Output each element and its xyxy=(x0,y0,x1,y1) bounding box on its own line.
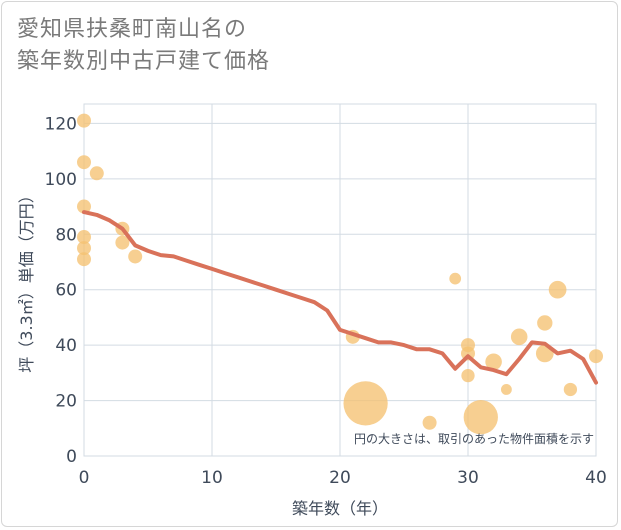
bubble-point xyxy=(77,199,91,214)
x-axis-title: 築年数（年） xyxy=(292,499,388,518)
y-tick-label: 60 xyxy=(55,281,77,301)
y-tick-label: 0 xyxy=(66,447,77,467)
bubble-point xyxy=(77,155,91,170)
x-tick-label: 0 xyxy=(79,468,90,488)
y-axis-title: 坪（3.3㎡）単価（万円） xyxy=(17,187,36,372)
x-tick-label: 40 xyxy=(585,468,607,488)
grid-lines xyxy=(83,103,597,457)
bubble-point xyxy=(77,241,91,256)
bubble-point xyxy=(461,368,475,383)
chart-title-line-2: 築年数別中古戸建て価格 xyxy=(17,49,271,74)
size-note: 円の大きさは、取引のあった物件面積を示す xyxy=(354,431,594,446)
trend-series xyxy=(82,210,598,385)
bubble-point xyxy=(563,382,578,397)
bubble-point xyxy=(343,381,388,426)
bubble-point xyxy=(589,349,603,364)
bubble-point xyxy=(548,280,567,299)
y-tick-label: 20 xyxy=(55,392,77,412)
bubble-point xyxy=(537,315,553,331)
bubble-point xyxy=(77,252,91,267)
bubble-point xyxy=(89,166,104,181)
x-tick-label: 10 xyxy=(201,468,223,488)
bubble-point xyxy=(500,384,512,395)
chart-title-line-1: 愛知県扶桑町南山名の xyxy=(17,17,248,42)
y-tick-label: 100 xyxy=(45,170,77,190)
bubble-series xyxy=(77,113,603,435)
bubble-point xyxy=(422,415,437,430)
bubble-point xyxy=(115,235,130,250)
trend-line xyxy=(82,210,598,385)
chart-title: 愛知県扶桑町南山名の 築年数別中古戸建て価格 xyxy=(17,14,270,78)
bubble-point xyxy=(77,113,91,128)
y-tick-label: 120 xyxy=(45,114,77,134)
bubble-point xyxy=(77,230,91,245)
bubble-point xyxy=(463,400,498,435)
x-tick-label: 20 xyxy=(329,468,351,488)
bubble-point xyxy=(128,249,143,264)
y-tick-label: 80 xyxy=(55,225,77,245)
x-tick-label: 30 xyxy=(457,468,479,488)
tick-labels: 0 10 20 30 40 0 20 40 60 80 100 120 xyxy=(45,114,607,488)
bubble-point xyxy=(449,272,462,285)
bubble-point xyxy=(485,353,502,371)
y-tick-label: 40 xyxy=(55,336,77,356)
bubble-point xyxy=(510,328,528,346)
